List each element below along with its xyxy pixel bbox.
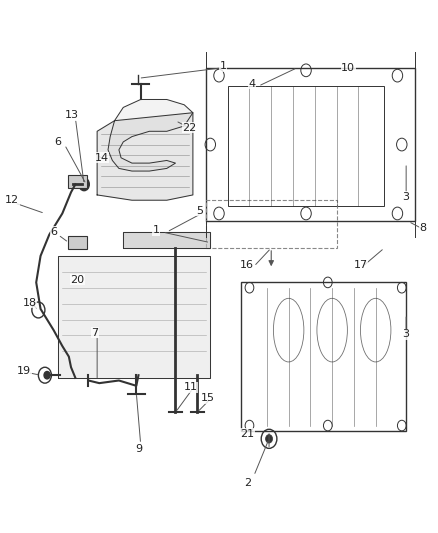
Text: 20: 20 — [71, 274, 85, 285]
Text: 6: 6 — [54, 137, 61, 147]
Polygon shape — [97, 113, 193, 200]
Text: 19: 19 — [17, 367, 31, 376]
Circle shape — [79, 178, 89, 191]
Polygon shape — [123, 232, 210, 248]
Text: 7: 7 — [92, 328, 99, 338]
Text: 8: 8 — [419, 223, 426, 233]
Text: 15: 15 — [201, 393, 215, 403]
Text: 4: 4 — [248, 78, 255, 88]
Text: 2: 2 — [244, 478, 251, 488]
Text: 1: 1 — [152, 225, 159, 236]
Text: 1: 1 — [220, 61, 227, 71]
Text: 18: 18 — [23, 297, 37, 308]
Text: 14: 14 — [95, 153, 109, 163]
Text: 13: 13 — [65, 110, 79, 120]
Circle shape — [265, 434, 272, 443]
Text: 6: 6 — [50, 227, 57, 237]
Text: 3: 3 — [403, 191, 410, 201]
Text: 12: 12 — [5, 195, 19, 205]
Text: 11: 11 — [184, 382, 198, 392]
Circle shape — [44, 372, 50, 379]
Text: 16: 16 — [240, 261, 254, 270]
Text: 22: 22 — [182, 123, 197, 133]
Polygon shape — [58, 256, 210, 378]
Polygon shape — [108, 100, 193, 171]
FancyBboxPatch shape — [68, 236, 87, 249]
FancyBboxPatch shape — [68, 175, 87, 188]
Text: 3: 3 — [403, 329, 410, 340]
Text: 21: 21 — [240, 429, 254, 439]
Text: 17: 17 — [353, 261, 367, 270]
Text: 9: 9 — [135, 445, 142, 455]
Text: 5: 5 — [196, 206, 203, 216]
Text: 10: 10 — [341, 63, 355, 72]
